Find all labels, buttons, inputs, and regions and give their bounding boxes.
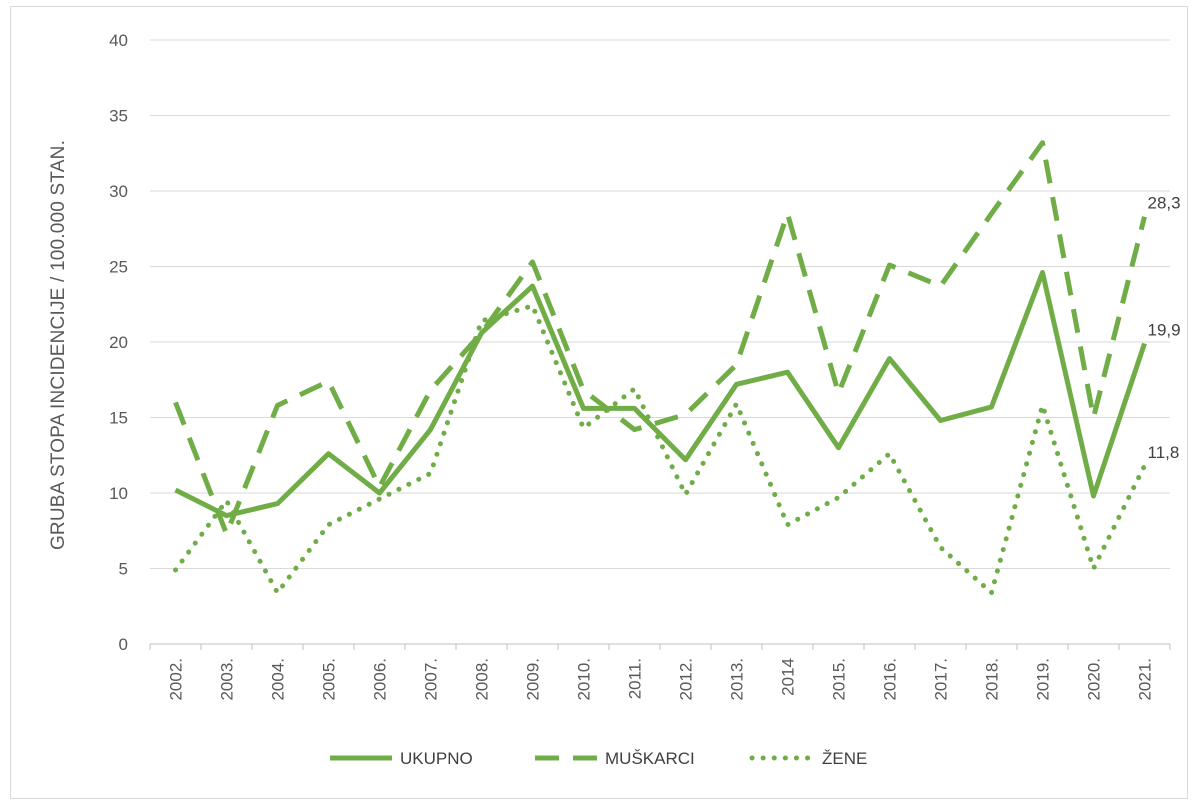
- y-tick-label: 0: [119, 635, 128, 654]
- x-tick-label: 2006.: [371, 658, 390, 701]
- y-axis-ticks: 0 5 10 15 20 25 30 35 40: [109, 31, 128, 654]
- y-tick-label: 20: [109, 333, 128, 352]
- x-tick-label: 2021.: [1136, 658, 1155, 701]
- x-tick-label: 2013.: [728, 658, 747, 701]
- x-tick-label: 2012.: [677, 658, 696, 701]
- x-tick-label: 2009.: [524, 658, 543, 701]
- x-tick-label: 2016.: [881, 658, 900, 701]
- x-axis-ticks: 2002. 2003. 2004. 2005. 2006. 2007. 2008. 2009.…: [149, 644, 1171, 701]
- legend-label: ŽENE: [822, 749, 867, 768]
- x-tick-label: 2002.: [167, 658, 186, 701]
- x-tick-label: 2011.: [626, 658, 645, 699]
- y-tick-label: 25: [109, 258, 128, 277]
- x-tick-label: 2005.: [320, 658, 339, 701]
- y-tick-label: 5: [119, 560, 128, 579]
- x-tick-label: 2019.: [1034, 658, 1053, 701]
- series-line-muškarci: [173, 140, 1147, 537]
- series-line-žene: [173, 303, 1147, 596]
- y-tick-label: 10: [109, 484, 128, 503]
- data-label: 28,3: [1148, 194, 1181, 213]
- x-tick-label: 2008.: [473, 658, 492, 701]
- legend: UKUPNO MUŠKARCI ŽENE: [330, 749, 867, 768]
- x-tick-label: 2010.: [575, 658, 594, 701]
- x-tick-label: 2017.: [932, 658, 951, 701]
- x-tick-label: 2015.: [830, 658, 849, 701]
- x-tick-label: 2007.: [422, 658, 441, 701]
- y-tick-label: 30: [109, 182, 128, 201]
- legend-label: MUŠKARCI: [605, 749, 695, 768]
- series-lines: [173, 140, 1147, 596]
- y-axis-label: GRUBA STOPA INCIDENCIJE / 100.000 STAN.: [48, 140, 69, 550]
- y-tick-label: 40: [109, 31, 128, 50]
- x-tick-label: 2018.: [983, 658, 1002, 701]
- y-tick-label: 15: [109, 409, 128, 428]
- gridlines: [150, 39, 1170, 645]
- data-label: 19,9: [1148, 321, 1181, 340]
- data-label: 11,8: [1148, 443, 1180, 462]
- x-tick-label: 2003.: [218, 658, 237, 701]
- y-tick-label: 35: [109, 107, 128, 126]
- x-tick-label: 2020.: [1085, 658, 1104, 701]
- x-tick-label: 2014: [779, 658, 798, 696]
- data-labels: 19,9 28,3 11,8: [1148, 194, 1181, 462]
- legend-label: UKUPNO: [400, 749, 473, 768]
- series-line-ukupno: [174, 270, 1147, 519]
- x-tick-label: 2004.: [269, 658, 288, 701]
